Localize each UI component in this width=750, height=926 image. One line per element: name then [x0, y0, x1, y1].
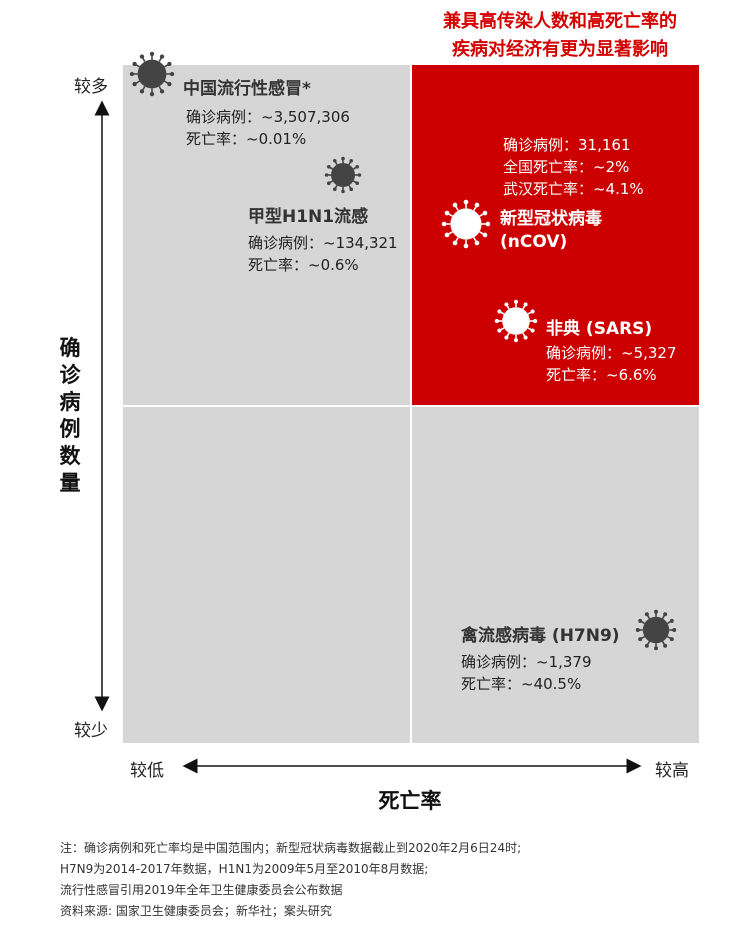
- point-flu: 中国流行性感冒*: [183, 74, 311, 99]
- point-flu-stats: 确诊病例：~3,507,306 死亡率：~0.01%: [186, 106, 350, 150]
- point-h7n9-name: 禽流感病毒 (H7N9): [461, 626, 620, 646]
- point-flu-cases: 确诊病例：~3,507,306: [186, 108, 350, 126]
- point-ncov: 新型冠状病毒 (nCOV): [500, 208, 602, 254]
- point-ncov-cases: 确诊病例：31,161: [503, 136, 631, 154]
- footnotes: 注：确诊病例和死亡率均是中国范围内；新型冠状病毒数据截止到2020年2月6日24…: [60, 838, 521, 922]
- virus-icon: [324, 156, 362, 194]
- point-sars: 非典 (SARS) 确诊病例：~5,327 死亡率：~6.6%: [546, 314, 677, 386]
- point-ncov-name: 新型冠状病毒: [500, 209, 602, 229]
- x-axis-label: 死亡率: [378, 789, 442, 813]
- y-tick-high: 较多: [74, 77, 108, 97]
- y-tick-low: 较少: [74, 721, 108, 741]
- point-flu-death: 死亡率：~0.01%: [186, 130, 307, 148]
- virus-icon: [635, 609, 677, 651]
- footnote-line: H7N9为2014-2017年数据，H1N1为2009年5月至2010年8月数据…: [60, 862, 429, 876]
- highlight-title-line1: 兼具高传染人数和高死亡率的: [443, 11, 677, 32]
- virus-icon: [441, 199, 491, 249]
- x-tick-low: 较低: [130, 761, 164, 781]
- quadrant-bottom-right: [412, 407, 699, 743]
- footnote-line: 注：确诊病例和死亡率均是中国范围内；新型冠状病毒数据截止到2020年2月6日24…: [60, 841, 522, 855]
- point-h1n1: 甲型H1N1流感 确诊病例：~134,321 死亡率：~0.6%: [248, 202, 398, 276]
- point-ncov-stats: 确诊病例：31,161 全国死亡率：~2% 武汉死亡率：~4.1%: [503, 134, 644, 200]
- quadrant-top-left: [123, 65, 410, 405]
- quadrant-bottom-left: [123, 407, 410, 743]
- y-axis-label: 确诊病例数量: [59, 336, 81, 495]
- point-h1n1-cases: 确诊病例：~134,321: [248, 234, 398, 252]
- point-sars-death: 死亡率：~6.6%: [546, 366, 657, 384]
- point-h7n9: 禽流感病毒 (H7N9) 确诊病例：~1,379 死亡率：~40.5%: [461, 621, 620, 695]
- point-ncov-death-wuhan: 武汉死亡率：~4.1%: [503, 180, 644, 198]
- highlight-title-line2: 疾病对经济有更为显著影响: [452, 39, 668, 60]
- point-h1n1-name: 甲型H1N1流感: [248, 207, 369, 227]
- point-h7n9-death: 死亡率：~40.5%: [461, 675, 582, 693]
- point-h7n9-cases: 确诊病例：~1,379: [461, 653, 592, 671]
- point-sars-cases: 确诊病例：~5,327: [546, 344, 677, 362]
- point-ncov-death-national: 全国死亡率：~2%: [503, 158, 630, 176]
- point-ncov-name-abbr: (nCOV): [500, 232, 568, 252]
- virus-icon: [129, 51, 175, 97]
- point-h1n1-death: 死亡率：~0.6%: [248, 256, 359, 274]
- x-tick-high: 较高: [655, 761, 689, 781]
- point-sars-name: 非典 (SARS): [546, 319, 653, 339]
- virus-icon: [494, 299, 538, 343]
- highlight-title: 兼具高传染人数和高死亡率的 疾病对经济有更为显著影响: [395, 8, 725, 64]
- footnote-line: 资料来源: 国家卫生健康委员会；新华社；案头研究: [60, 904, 332, 918]
- point-flu-name: 中国流行性感冒*: [183, 79, 311, 99]
- footnote-line: 流行性感冒引用2019年全年卫生健康委员会公布数据: [60, 883, 343, 897]
